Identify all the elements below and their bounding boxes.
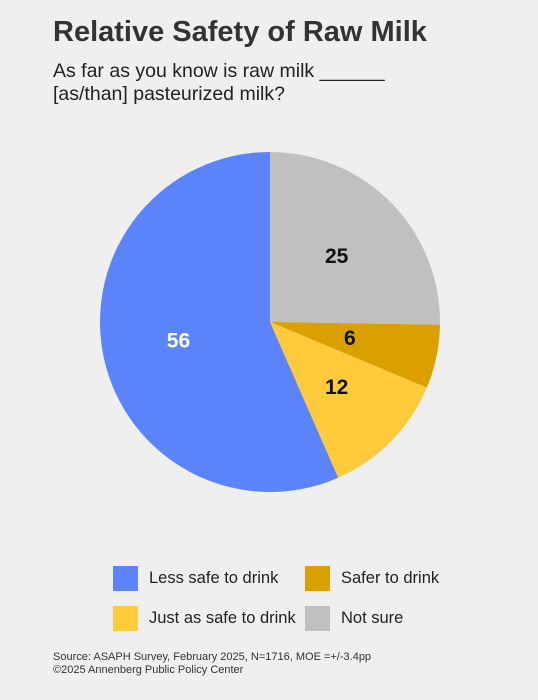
legend-item-less-safe: Less safe to drink: [113, 566, 278, 591]
pie-label-less-safe-to-drink: 56: [167, 330, 190, 353]
legend-swatch-safer: [305, 566, 330, 591]
source-note: Source: ASAPH Survey, February 2025, N=1…: [53, 651, 371, 677]
pie-slice-not-sure: [270, 152, 440, 325]
pie-slice-just-as-safe-to-drink: [270, 322, 427, 478]
pie-label-just-as-safe-to-drink: 12: [325, 376, 348, 399]
legend-item-just-as-safe: Just as safe to drink: [113, 606, 296, 631]
legend-item-safer: Safer to drink: [305, 566, 439, 591]
legend-swatch-not-sure: [305, 606, 330, 631]
pie-slice-safer-to-drink: [270, 322, 440, 388]
legend-label-just-as-safe: Just as safe to drink: [149, 609, 296, 627]
pie-label-safer-to-drink: 6: [344, 327, 356, 350]
legend-label-not-sure: Not sure: [341, 609, 404, 627]
pie-slice-less-safe-to-drink: [100, 152, 339, 492]
legend-swatch-just-as-safe: [113, 606, 138, 631]
pie-label-not-sure: 25: [325, 245, 349, 268]
legend-item-not-sure: Not sure: [305, 606, 403, 631]
chart-title: Relative Safety of Raw Milk: [53, 16, 427, 48]
chart-subtitle: As far as you know is raw milk ______ [a…: [53, 60, 385, 105]
legend-label-safer: Safer to drink: [341, 569, 440, 587]
legend: Less safe to drink Safer to drink Just a…: [113, 566, 493, 646]
legend-swatch-less-safe: [113, 566, 138, 591]
legend-label-less-safe: Less safe to drink: [149, 569, 279, 587]
source-line: Source: ASAPH Survey, February 2025, N=1…: [53, 651, 372, 663]
copyright-line: ©2025 Annenberg Public Policy Center: [53, 664, 244, 676]
